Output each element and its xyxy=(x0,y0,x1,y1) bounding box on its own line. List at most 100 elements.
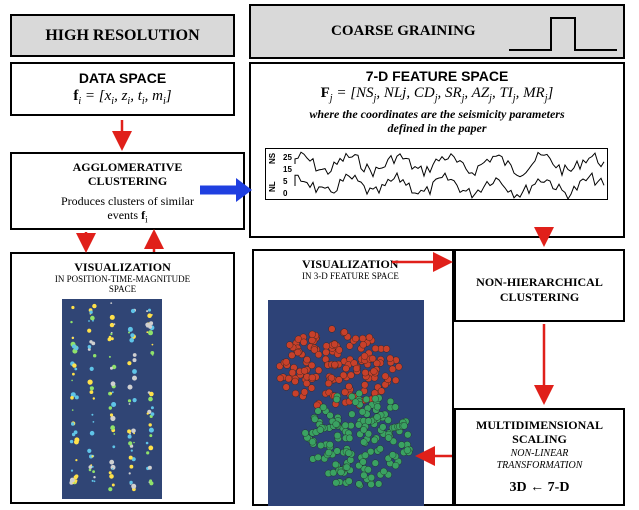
non-hierarchical-box: NON-HIERARCHICAL CLUSTERING xyxy=(454,249,625,322)
green-cluster-point xyxy=(301,429,309,437)
agglomerative-desc-1: Produces clusters of similar xyxy=(61,194,194,208)
event-dot xyxy=(148,330,153,336)
event-dot xyxy=(150,351,155,355)
event-dot xyxy=(71,379,73,382)
event-dot xyxy=(73,475,78,480)
left-viz-sub-1: IN POSITION-TIME-MAGNITUDE xyxy=(54,274,191,284)
green-cluster-point xyxy=(333,432,342,440)
event-dot xyxy=(87,347,91,351)
event-dot xyxy=(147,313,152,318)
event-dot xyxy=(148,427,154,433)
event-dot xyxy=(74,437,80,443)
event-dot xyxy=(127,399,132,403)
event-dot xyxy=(88,465,93,469)
red-cluster-point xyxy=(373,359,381,368)
red-cluster-point xyxy=(352,334,360,343)
event-dot xyxy=(91,465,94,468)
red-cluster-point xyxy=(386,354,394,362)
green-cluster-point xyxy=(314,407,322,415)
blue-arrowhead xyxy=(236,178,252,202)
red-cluster-point xyxy=(335,376,343,384)
left-viz-sub-2: SPACE xyxy=(108,284,137,294)
data-space-formula: fi = [xi, zi, ti, mi] xyxy=(73,88,172,107)
event-dot xyxy=(131,457,136,462)
event-dot xyxy=(150,412,155,416)
red-cluster-point xyxy=(300,388,309,396)
green-cluster-point xyxy=(351,398,360,406)
red-cluster-point xyxy=(340,328,348,336)
event-dot xyxy=(110,415,116,421)
event-dot xyxy=(92,421,95,423)
event-dot xyxy=(71,336,74,340)
event-dot xyxy=(129,464,134,469)
event-dot xyxy=(112,445,116,449)
event-dot xyxy=(108,355,111,358)
event-dot xyxy=(128,472,131,475)
green-cluster-point xyxy=(403,446,412,454)
event-dot xyxy=(149,321,154,326)
non-hier-line-2: CLUSTERING xyxy=(499,290,580,304)
event-dot xyxy=(127,361,132,366)
green-cluster-point xyxy=(384,416,392,424)
red-cluster-point xyxy=(314,350,323,359)
red-cluster-point xyxy=(308,373,316,382)
event-dot xyxy=(111,402,117,407)
event-dot xyxy=(109,474,114,479)
mds-italic-2: TRANSFORMATION xyxy=(496,460,583,471)
event-dot xyxy=(127,326,133,332)
red-cluster-point xyxy=(341,388,349,396)
event-dot xyxy=(71,422,75,426)
right-header-label: COARSE GRAINING xyxy=(331,23,476,39)
event-dot xyxy=(71,344,77,349)
event-dot xyxy=(87,379,93,385)
event-dot xyxy=(127,429,132,434)
green-cluster-point xyxy=(332,479,340,487)
event-dot xyxy=(92,319,94,322)
event-dot xyxy=(133,432,135,435)
event-dot xyxy=(109,459,115,465)
red-cluster-point xyxy=(331,361,339,369)
feature-space-formula: Fj = [NSj, NLj, CDj, SRj, AZj, TIj, MRj] xyxy=(320,85,554,104)
event-dot xyxy=(146,331,149,334)
event-dot xyxy=(72,372,75,376)
event-dot xyxy=(149,434,153,438)
event-dot xyxy=(113,404,115,407)
red-cluster-point xyxy=(294,335,303,343)
event-dot xyxy=(69,477,75,483)
red-cluster-point xyxy=(330,340,339,348)
green-cluster-point xyxy=(364,430,373,438)
event-dot xyxy=(151,343,154,346)
event-dot xyxy=(131,428,136,434)
agglomerative-title-1: AGGLOMERATIVE xyxy=(72,160,183,174)
event-dot xyxy=(91,455,94,458)
right-visualization-box: VISUALIZATION IN 3-D FEATURE SPACE xyxy=(252,249,454,506)
event-dot xyxy=(130,449,133,452)
event-dot xyxy=(89,340,93,344)
event-dot xyxy=(128,331,130,334)
green-cluster-point xyxy=(355,480,363,488)
event-dot xyxy=(146,451,150,455)
green-cluster-point xyxy=(358,408,367,416)
green-cluster-point xyxy=(332,420,340,428)
event-dot xyxy=(71,305,75,310)
event-dot xyxy=(109,322,115,328)
event-dot xyxy=(129,337,134,343)
red-cluster-point xyxy=(294,348,302,357)
mds-line-1: MULTIDIMENSIONAL xyxy=(476,418,603,432)
event-dot xyxy=(90,315,95,321)
event-dot xyxy=(89,366,94,371)
event-dot xyxy=(111,391,114,394)
event-dot xyxy=(130,333,135,338)
nl-series-line xyxy=(294,171,605,200)
event-dot xyxy=(146,310,149,313)
red-cluster-point xyxy=(308,330,316,338)
mds-box: MULTIDIMENSIONAL SCALING NON-LINEAR TRAN… xyxy=(454,408,625,506)
red-cluster-point xyxy=(395,363,403,371)
green-cluster-point xyxy=(319,403,328,411)
event-dot xyxy=(89,430,95,436)
green-cluster-point xyxy=(314,453,322,462)
red-cluster-point xyxy=(307,384,316,392)
red-cluster-point xyxy=(339,371,348,379)
event-dot xyxy=(132,398,137,403)
green-cluster-point xyxy=(380,467,388,476)
